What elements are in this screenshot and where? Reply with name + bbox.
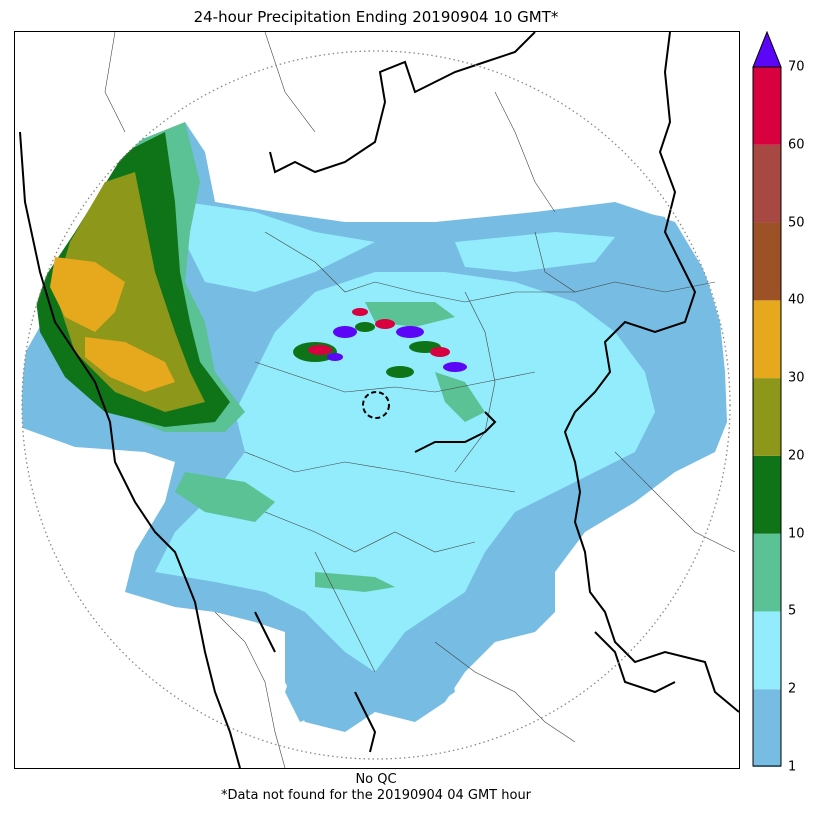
colorbar-tick-label: 60 — [788, 137, 805, 153]
colorbar-segment — [753, 144, 781, 223]
colorbar-extend-arrow — [752, 30, 782, 68]
colorbar-segment — [753, 455, 781, 534]
colorbar-segment — [753, 300, 781, 379]
colorbar-tick-label: 20 — [788, 448, 805, 464]
colorbar-tick-label: 2 — [788, 681, 797, 697]
map-title: 24-hour Precipitation Ending 20190904 10… — [193, 8, 559, 26]
radar-range-ring — [21, 50, 731, 760]
radar-center-ring — [362, 391, 390, 419]
colorbar-tick-label: 50 — [788, 215, 805, 231]
colorbar-tick-label: 10 — [788, 526, 805, 542]
colorbar-tick-label: 1 — [788, 759, 797, 775]
colorbar-tick-label: 40 — [788, 292, 805, 308]
colorbar-tick-label: 5 — [788, 603, 797, 619]
colorbar-segment — [753, 67, 781, 145]
colorbar-segment — [753, 533, 781, 612]
precip-area-orange — [50, 257, 125, 332]
colorbar-segment — [753, 689, 781, 767]
state-boundaries — [19, 32, 739, 768]
colorbar-segment — [753, 378, 781, 456]
colorbar-segment — [753, 611, 781, 690]
radar-map — [14, 31, 740, 769]
missing-data-note: *Data not found for the 20190904 04 GMT … — [220, 788, 532, 803]
colorbar-tick-label: 70 — [788, 59, 805, 75]
precipitation-field — [22, 122, 727, 732]
district-boundaries — [104, 32, 736, 768]
colorbar-segment — [753, 222, 781, 301]
colorbar-tick-label: 30 — [788, 370, 805, 386]
colorbar — [752, 30, 782, 767]
convective-cells — [293, 308, 467, 378]
qc-note: No QC — [355, 772, 397, 787]
